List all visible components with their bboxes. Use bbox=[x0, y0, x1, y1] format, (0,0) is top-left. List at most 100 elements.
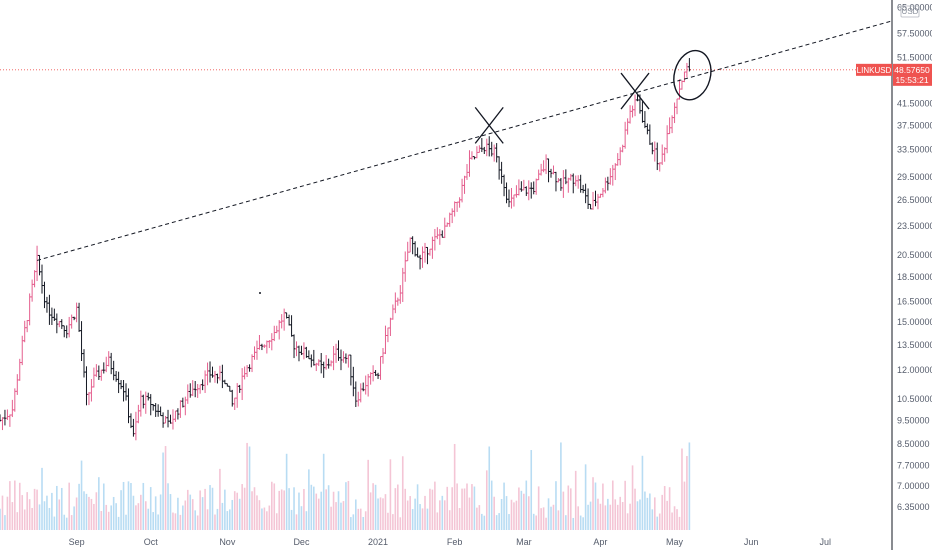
volume-bar bbox=[436, 512, 439, 530]
volume-bar bbox=[401, 456, 404, 530]
volume-bar bbox=[320, 491, 323, 530]
volume-bar bbox=[525, 480, 528, 530]
volume-bar bbox=[303, 488, 305, 530]
volume-bar bbox=[1, 495, 4, 530]
volume-bar bbox=[513, 502, 515, 530]
time-tick-label: 2021 bbox=[368, 537, 388, 547]
volume-bar bbox=[443, 500, 446, 530]
volume-bar bbox=[671, 512, 673, 530]
volume-bar bbox=[456, 483, 458, 530]
volume-bar bbox=[530, 450, 533, 530]
volume-bar bbox=[172, 512, 174, 530]
volume-bar bbox=[466, 483, 468, 530]
volume-bar bbox=[557, 510, 560, 530]
volume-bar bbox=[565, 515, 567, 530]
volume-bar bbox=[268, 505, 271, 530]
price-tick-label: 13.50000 bbox=[897, 340, 932, 350]
x-mark-annotation[interactable] bbox=[620, 72, 650, 110]
volume-bar bbox=[162, 452, 164, 530]
volume-bar bbox=[397, 484, 399, 530]
price-tick-label: 65.00000 bbox=[897, 2, 932, 12]
volume-bar bbox=[290, 509, 293, 530]
volume-bar bbox=[555, 481, 557, 530]
volume-bar bbox=[387, 512, 389, 530]
volume-bar bbox=[330, 506, 332, 530]
volume-bar bbox=[226, 511, 229, 530]
volume-bar bbox=[68, 482, 70, 530]
volume-bar bbox=[355, 499, 357, 530]
volume-bar bbox=[451, 487, 453, 530]
drawing-annotations[interactable] bbox=[474, 46, 717, 144]
volume-bar bbox=[164, 446, 167, 530]
price-tick-label: 23.50000 bbox=[897, 221, 932, 231]
volume-bar bbox=[416, 484, 419, 530]
volume-bar bbox=[389, 459, 392, 530]
volume-bar bbox=[204, 488, 206, 530]
volume-bar bbox=[90, 498, 93, 530]
volume-bar bbox=[616, 504, 619, 530]
volume-bar bbox=[663, 486, 666, 530]
volume-bar bbox=[337, 491, 340, 530]
volume-bar bbox=[107, 511, 110, 530]
volume-bar bbox=[463, 488, 466, 530]
volume-bar bbox=[584, 464, 587, 530]
volume-bar bbox=[520, 490, 523, 530]
volume-bar bbox=[256, 495, 258, 530]
volume-bar bbox=[80, 460, 83, 530]
volume-bar bbox=[243, 487, 246, 530]
ellipse-annotation[interactable] bbox=[669, 46, 717, 104]
volume-bar bbox=[384, 494, 387, 530]
volume-bar bbox=[199, 490, 201, 530]
volume-bar bbox=[271, 481, 273, 530]
volume-bar bbox=[293, 487, 295, 530]
trendline[interactable] bbox=[36, 20, 893, 261]
volume-bar bbox=[206, 509, 209, 530]
volume-bar bbox=[177, 497, 179, 530]
ohlc-bars[interactable] bbox=[0, 58, 691, 441]
volume-bar bbox=[458, 508, 461, 530]
currency-box bbox=[900, 5, 920, 18]
volume-bar bbox=[500, 499, 503, 530]
volume-bar bbox=[399, 517, 402, 530]
volume-bar bbox=[629, 503, 631, 530]
volume-bar bbox=[194, 510, 197, 530]
volume-bar bbox=[305, 511, 308, 530]
price-tick-label: 18.50000 bbox=[897, 272, 932, 282]
volume-bar bbox=[233, 491, 236, 530]
volume-bar bbox=[38, 504, 41, 530]
volume-bar bbox=[317, 498, 320, 530]
volume-bar bbox=[394, 488, 397, 530]
volume-bar bbox=[117, 516, 120, 530]
volume-bar bbox=[424, 495, 426, 530]
volume-bar bbox=[231, 499, 234, 530]
volume-bar bbox=[140, 494, 142, 530]
volume-bar bbox=[236, 492, 239, 530]
volume-bar bbox=[340, 502, 342, 530]
volume-bar bbox=[567, 485, 570, 530]
volume-bar bbox=[409, 496, 411, 530]
countdown-label: 15:53:21 bbox=[895, 75, 928, 85]
volume-bar bbox=[572, 517, 575, 530]
volume-bar bbox=[28, 499, 31, 530]
last-price-tag: 48.57650 15:53:21 bbox=[893, 63, 932, 86]
volume-bar bbox=[251, 491, 253, 530]
volume-bar bbox=[325, 489, 327, 530]
volume-bar bbox=[167, 483, 169, 530]
volume-bar bbox=[614, 499, 617, 530]
volume-bar bbox=[666, 500, 668, 530]
last-price-label: 48.57650 bbox=[894, 65, 930, 75]
volume-bar bbox=[587, 504, 589, 530]
volume-bar bbox=[105, 504, 108, 530]
volume-bar bbox=[189, 494, 192, 530]
x-mark-annotation[interactable] bbox=[474, 107, 504, 144]
price-axis-background[interactable] bbox=[893, 0, 932, 550]
volume-bar bbox=[532, 513, 535, 530]
volume-bar bbox=[112, 496, 115, 530]
volume-bar bbox=[540, 508, 542, 530]
volume-bar bbox=[483, 515, 486, 530]
volume-bar bbox=[550, 506, 552, 530]
volume-bar bbox=[686, 456, 688, 530]
volume-bar bbox=[4, 515, 6, 530]
volume-bar bbox=[599, 503, 602, 530]
